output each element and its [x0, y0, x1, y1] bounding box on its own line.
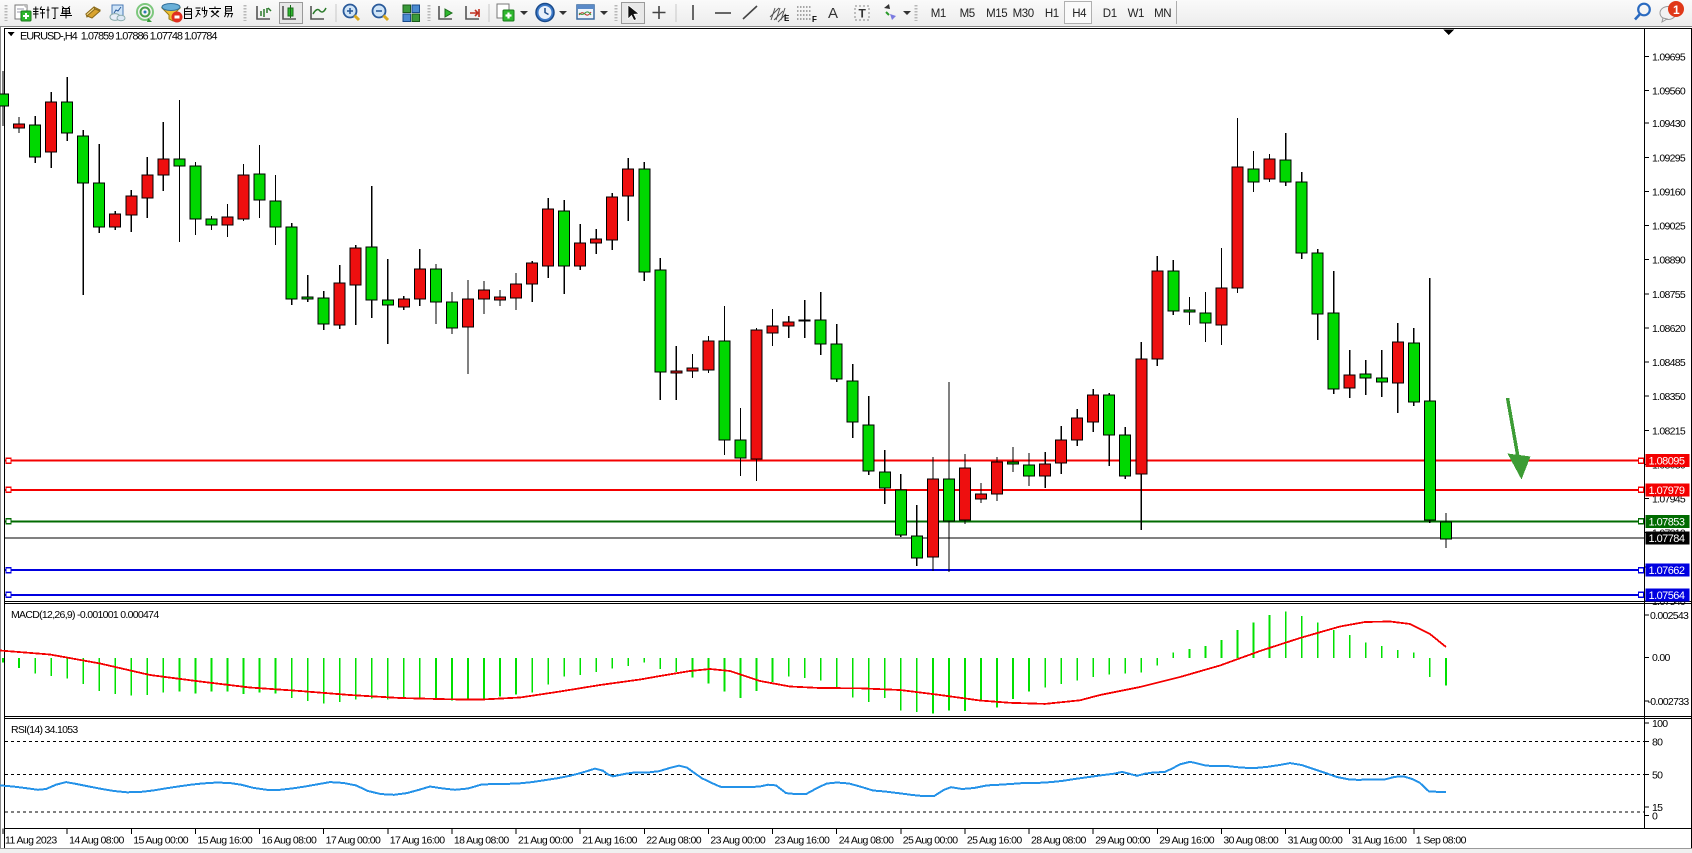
svg-text:-0.002733: -0.002733 [1648, 696, 1690, 708]
svg-text:1.07564: 1.07564 [1649, 590, 1685, 602]
svg-text:15 Aug 16:00: 15 Aug 16:00 [197, 835, 252, 847]
svg-text:M5: M5 [960, 8, 975, 20]
svg-text:W1: W1 [1128, 8, 1144, 20]
svg-text:EURUSD-,H4 1.07859 1.07886 1.: EURUSD-,H4 1.07859 1.07886 1.07748 1.077… [20, 31, 217, 43]
svg-text:21 Aug 16:00: 21 Aug 16:00 [582, 835, 637, 847]
svg-text:H4: H4 [1072, 8, 1087, 20]
svg-text:0.002543: 0.002543 [1650, 610, 1689, 622]
svg-text:31 Aug 16:00: 31 Aug 16:00 [1352, 835, 1407, 847]
svg-text:1.09295: 1.09295 [1652, 152, 1686, 164]
svg-text:16 Aug 08:00: 16 Aug 08:00 [262, 835, 317, 847]
svg-text:1.08095: 1.08095 [1649, 456, 1685, 468]
svg-text:1.07945: 1.07945 [1652, 494, 1686, 506]
svg-text:D1: D1 [1103, 8, 1117, 20]
svg-text:MACD(12,26,9) -0.001001 0.0004: MACD(12,26,9) -0.001001 0.000474 [11, 609, 159, 621]
svg-text:0.00: 0.00 [1652, 652, 1670, 664]
svg-text:80: 80 [1652, 736, 1663, 748]
svg-text:23 Aug 16:00: 23 Aug 16:00 [775, 835, 830, 847]
svg-text:22 Aug 08:00: 22 Aug 08:00 [646, 835, 701, 847]
svg-text:1: 1 [1673, 3, 1680, 17]
svg-text:1.09025: 1.09025 [1652, 221, 1686, 233]
svg-text:M15: M15 [986, 8, 1007, 20]
svg-text:100: 100 [1652, 718, 1668, 730]
svg-text:50: 50 [1652, 770, 1663, 782]
svg-text:1.07979: 1.07979 [1649, 485, 1685, 497]
svg-text:23 Aug 00:00: 23 Aug 00:00 [710, 835, 765, 847]
svg-text:1.09560: 1.09560 [1652, 85, 1686, 97]
svg-text:11 Aug 2023: 11 Aug 2023 [5, 835, 57, 847]
svg-text:25 Aug 16:00: 25 Aug 16:00 [967, 835, 1022, 847]
svg-text:1.08755: 1.08755 [1652, 289, 1686, 301]
svg-text:T: T [859, 7, 867, 21]
svg-text:21 Aug 00:00: 21 Aug 00:00 [518, 835, 573, 847]
svg-text:1.09695: 1.09695 [1652, 51, 1686, 63]
svg-text:17 Aug 16:00: 17 Aug 16:00 [390, 835, 445, 847]
svg-text:MN: MN [1154, 8, 1171, 20]
svg-text:1.07853: 1.07853 [1649, 516, 1685, 528]
svg-text:29 Aug 16:00: 29 Aug 16:00 [1159, 835, 1214, 847]
svg-text:1.08215: 1.08215 [1652, 425, 1686, 437]
svg-text:14 Aug 08:00: 14 Aug 08:00 [69, 835, 124, 847]
svg-text:M1: M1 [931, 8, 946, 20]
svg-text:24 Aug 08:00: 24 Aug 08:00 [839, 835, 894, 847]
svg-text:0: 0 [1652, 811, 1658, 823]
svg-text:29 Aug 00:00: 29 Aug 00:00 [1095, 835, 1150, 847]
svg-text:28 Aug 08:00: 28 Aug 08:00 [1031, 835, 1086, 847]
svg-text:1.07662: 1.07662 [1649, 565, 1685, 577]
svg-text:1.08485: 1.08485 [1652, 357, 1686, 369]
svg-text:E: E [784, 14, 790, 23]
svg-text:1.08890: 1.08890 [1652, 255, 1686, 267]
svg-text:F: F [812, 15, 817, 24]
svg-text:1.08350: 1.08350 [1652, 391, 1686, 403]
svg-text:25 Aug 00:00: 25 Aug 00:00 [903, 835, 958, 847]
svg-text:1.08620: 1.08620 [1652, 323, 1686, 335]
svg-text:17 Aug 00:00: 17 Aug 00:00 [326, 835, 381, 847]
svg-text:15: 15 [1652, 802, 1663, 814]
svg-text:1 Sep 08:00: 1 Sep 08:00 [1416, 835, 1467, 847]
svg-text:M30: M30 [1013, 8, 1034, 20]
svg-text:15 Aug 00:00: 15 Aug 00:00 [133, 835, 188, 847]
svg-text:H1: H1 [1045, 8, 1059, 20]
svg-text:31 Aug 00:00: 31 Aug 00:00 [1288, 835, 1343, 847]
svg-text:30 Aug 08:00: 30 Aug 08:00 [1223, 835, 1278, 847]
svg-text:RSI(14) 34.1053: RSI(14) 34.1053 [11, 724, 78, 736]
svg-text:18 Aug 08:00: 18 Aug 08:00 [454, 835, 509, 847]
svg-text:A: A [828, 5, 838, 22]
svg-text:1.07784: 1.07784 [1649, 533, 1685, 545]
svg-text:1.09160: 1.09160 [1652, 187, 1686, 199]
svg-text:1.09430: 1.09430 [1652, 118, 1686, 130]
